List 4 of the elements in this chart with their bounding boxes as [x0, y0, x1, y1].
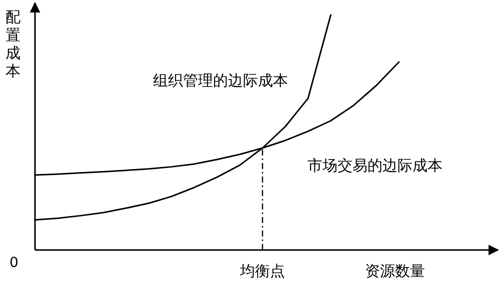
ylabel: 配置成本 — [6, 8, 20, 80]
annotation: 均衡点 — [240, 262, 285, 280]
xlabel: 资源数量 — [365, 262, 425, 280]
annotation: 0 — [10, 255, 18, 271]
